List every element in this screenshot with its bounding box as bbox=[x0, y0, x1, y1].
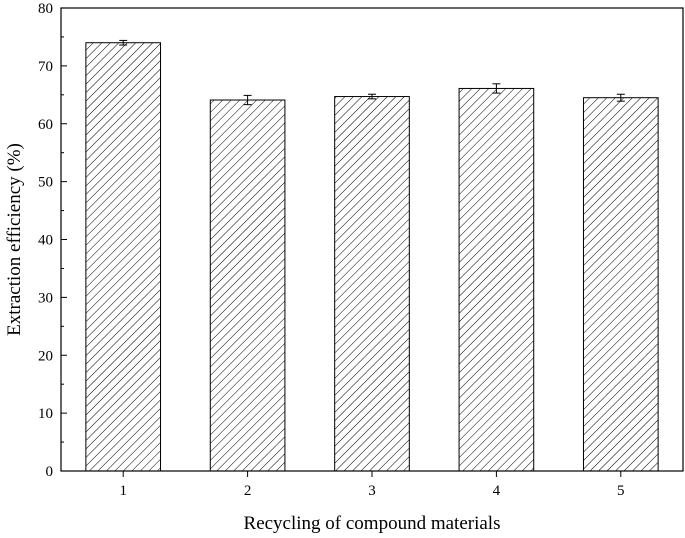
y-tick-label: 30 bbox=[38, 290, 53, 306]
x-tick-label: 2 bbox=[244, 483, 252, 499]
x-tick-label: 4 bbox=[493, 483, 501, 499]
bar bbox=[582, 97, 659, 472]
x-tick-label: 1 bbox=[119, 483, 127, 499]
y-tick-label: 0 bbox=[46, 464, 54, 480]
bar bbox=[458, 87, 535, 472]
y-axis: 0 10 20 30 40 50 60 70 80 bbox=[38, 1, 67, 480]
bars-layer bbox=[85, 39, 659, 472]
y-tick-label: 80 bbox=[38, 1, 53, 17]
x-axis: 1 2 3 4 5 bbox=[119, 471, 625, 499]
bar bbox=[209, 99, 286, 472]
y-tick-label: 50 bbox=[38, 175, 53, 191]
x-axis-label: Recycling of compound materials bbox=[244, 513, 501, 534]
y-tick-label: 70 bbox=[38, 59, 53, 75]
y-tick-label: 10 bbox=[38, 406, 53, 422]
y-tick-label: 40 bbox=[38, 233, 53, 249]
y-axis-label: Extraction efficiency (%) bbox=[4, 143, 25, 336]
y-tick-label: 60 bbox=[38, 117, 53, 133]
x-tick-label: 3 bbox=[368, 483, 376, 499]
bar bbox=[334, 96, 410, 472]
y-tick-label: 20 bbox=[38, 348, 53, 364]
bar bbox=[85, 42, 162, 472]
x-tick-label: 5 bbox=[617, 483, 625, 499]
